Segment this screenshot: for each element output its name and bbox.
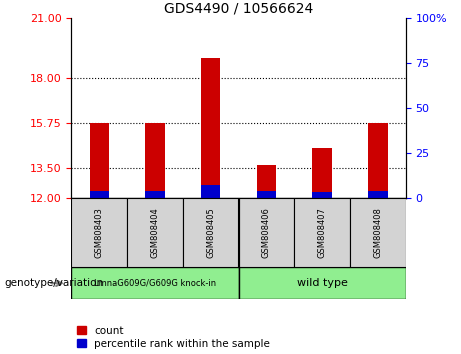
- Text: GSM808405: GSM808405: [206, 207, 215, 258]
- Legend: count, percentile rank within the sample: count, percentile rank within the sample: [77, 326, 270, 349]
- Bar: [257, 191, 276, 198]
- Bar: [294, 198, 350, 267]
- Bar: [183, 198, 238, 267]
- Bar: [145, 123, 165, 198]
- Title: GDS4490 / 10566624: GDS4490 / 10566624: [164, 1, 313, 15]
- Bar: [127, 198, 183, 267]
- Bar: [145, 191, 165, 198]
- Text: GSM808406: GSM808406: [262, 207, 271, 258]
- Text: GSM808404: GSM808404: [150, 207, 160, 258]
- Bar: [368, 123, 388, 198]
- Text: GSM808407: GSM808407: [318, 207, 327, 258]
- Text: GSM808403: GSM808403: [95, 207, 104, 258]
- Bar: [89, 123, 109, 198]
- Bar: [201, 185, 220, 198]
- Text: genotype/variation: genotype/variation: [5, 278, 104, 288]
- Bar: [71, 267, 239, 299]
- Bar: [238, 198, 294, 267]
- Bar: [368, 191, 388, 198]
- Bar: [350, 198, 406, 267]
- Bar: [257, 165, 276, 198]
- Bar: [313, 192, 332, 198]
- Bar: [201, 58, 220, 198]
- Bar: [238, 267, 406, 299]
- Bar: [89, 191, 109, 198]
- Text: GSM808408: GSM808408: [373, 207, 382, 258]
- Bar: [71, 198, 127, 267]
- Text: wild type: wild type: [297, 278, 348, 288]
- Text: LmnaG609G/G609G knock-in: LmnaG609G/G609G knock-in: [94, 279, 216, 288]
- Bar: [313, 148, 332, 198]
